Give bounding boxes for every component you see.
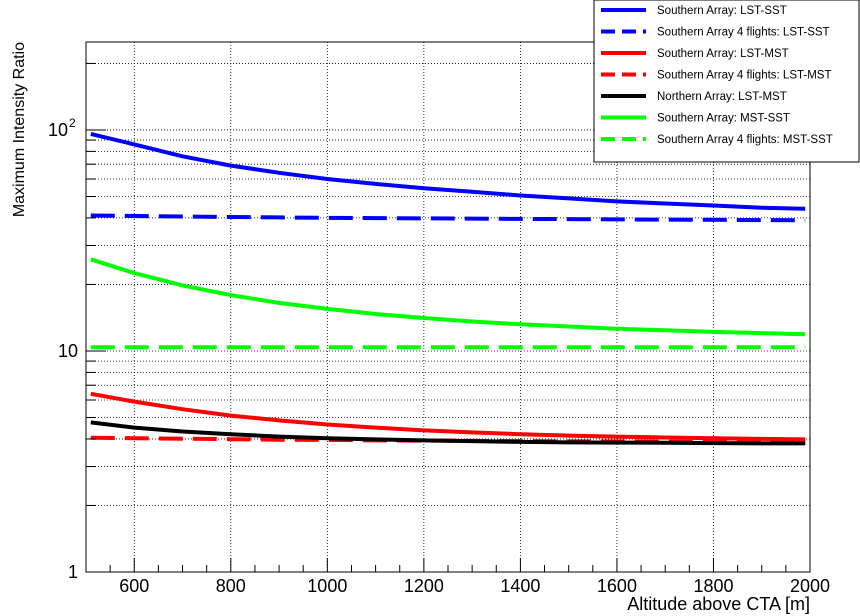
legend-label: Southern Array: LST-MST (657, 48, 789, 60)
y-tick-label: 10 (48, 120, 68, 140)
legend-label: Southern Array: MST-SST (657, 113, 790, 125)
x-tick-label: 1000 (307, 576, 347, 596)
series-line (90, 213, 806, 223)
legend-label: Southern Array 4 flights: MST-SST (657, 134, 833, 146)
x-tick-label: 600 (119, 576, 149, 596)
x-tick-label: 1400 (500, 576, 540, 596)
x-tick-label: 1600 (597, 576, 637, 596)
series-line (90, 131, 806, 211)
x-axis-label: Altitude above CTA [m] (627, 594, 810, 614)
y-axis-label: Maximum Intensity Ratio (11, 42, 28, 217)
x-tick-label: 1200 (404, 576, 444, 596)
legend-label: Northern Array: LST-MST (657, 91, 787, 103)
y-tick-label-exponent: 2 (69, 116, 76, 130)
y-tick-label: 1 (68, 562, 78, 582)
series-line (90, 257, 806, 337)
x-tick-label: 1800 (693, 576, 733, 596)
y-tick-label: 10 (58, 341, 78, 361)
series-line (90, 391, 806, 442)
x-tick-label: 2000 (790, 576, 830, 596)
legend-box (593, 0, 860, 163)
axis-ticks (85, 62, 811, 573)
legend-label: Southern Array 4 flights: LST-SST (657, 27, 830, 39)
series-line (90, 420, 806, 446)
series-lines (90, 131, 806, 446)
legend-label: Southern Array: LST-SST (657, 5, 787, 17)
legend: Southern Array: LST-SST Southern Array 4 … (593, 0, 860, 163)
legend-label: Southern Array 4 flights: LST-MST (657, 70, 832, 82)
x-tick-labels: 600 800 1000 1200 1400 1600 1800 2000 (119, 576, 830, 596)
x-tick-label: 800 (216, 576, 246, 596)
